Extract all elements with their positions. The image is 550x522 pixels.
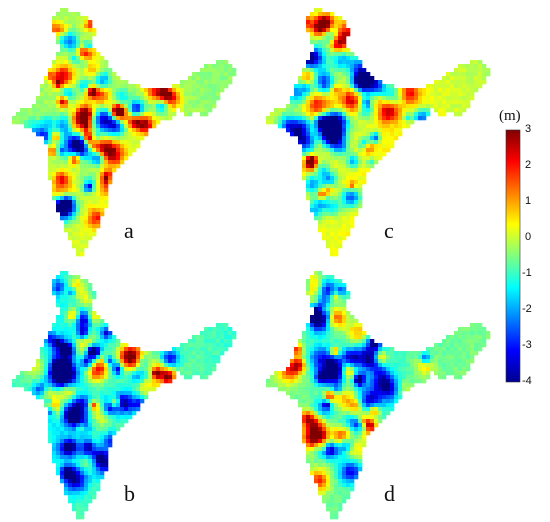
colorbar-tick: -4	[522, 375, 532, 387]
map-panels	[12, 8, 491, 520]
map-panel-c	[266, 8, 491, 257]
colorbar-tick: 2	[525, 159, 532, 171]
map-panel-b	[12, 271, 237, 520]
panel-label-c: c	[384, 218, 394, 243]
colorbar-unit: (m)	[499, 108, 521, 124]
map-panel-a	[12, 8, 237, 257]
colorbar-tick: -3	[522, 339, 532, 351]
map-panel-d	[266, 271, 491, 520]
panel-label-d: d	[384, 481, 395, 506]
panel-label-b: b	[124, 481, 135, 506]
colorbar-tick: 0	[525, 231, 532, 243]
panel-label-a: a	[124, 218, 134, 243]
colorbar-tick: -1	[522, 267, 532, 279]
colorbar	[505, 129, 521, 383]
colorbar-tick: -2	[522, 303, 532, 315]
colorbar-tick: 3	[525, 123, 532, 135]
colorbar-tick: 1	[525, 195, 532, 207]
